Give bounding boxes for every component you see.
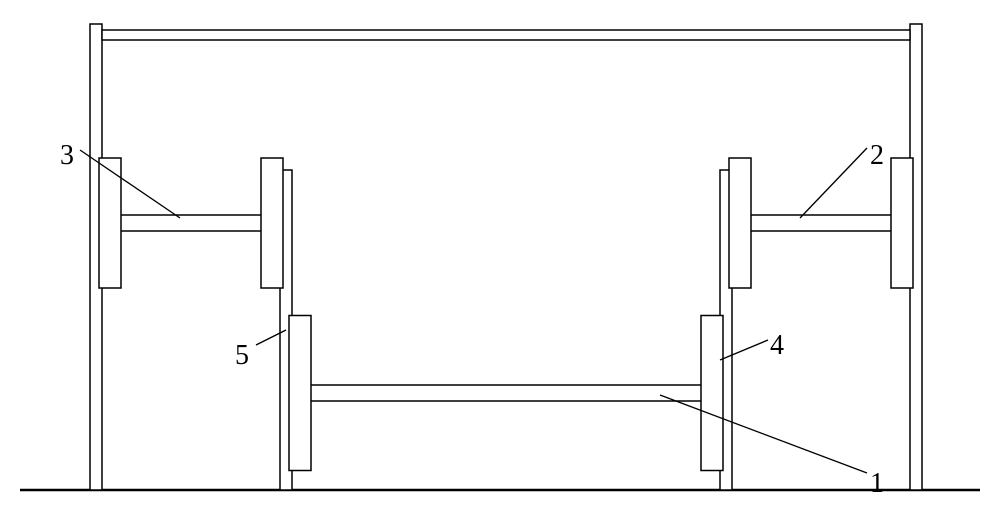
label-4: 4	[770, 330, 784, 362]
label-2: 2	[870, 140, 884, 172]
diagram-canvas	[0, 0, 1000, 513]
label-3: 3	[60, 140, 74, 172]
label-5: 5	[235, 340, 249, 372]
label-1: 1	[870, 468, 884, 500]
